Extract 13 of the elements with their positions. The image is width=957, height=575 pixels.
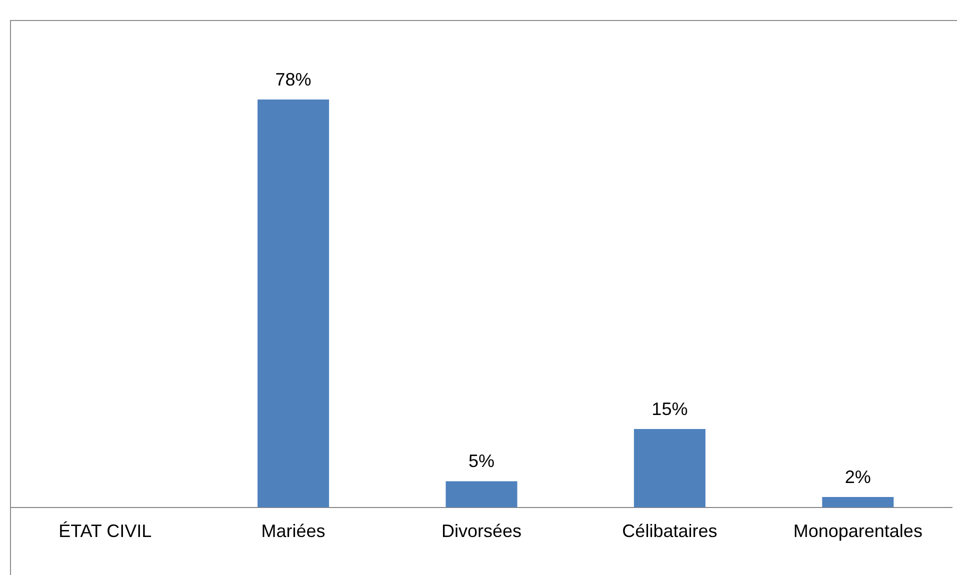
x-tick-label: Monoparentales <box>793 521 922 542</box>
x-tick-label: Mariées <box>261 521 326 542</box>
bar <box>822 496 894 508</box>
bar <box>634 428 706 508</box>
data-label: 78% <box>275 69 312 90</box>
bar <box>258 99 330 508</box>
data-label: 5% <box>468 451 495 472</box>
x-tick-label: Célibataires <box>622 521 718 542</box>
data-label: 2% <box>844 466 871 487</box>
x-tick-label: ÉTAT CIVIL <box>58 521 152 542</box>
data-label: 15% <box>652 398 688 419</box>
bar <box>446 481 518 508</box>
x-tick-label: Divorsées <box>441 521 522 542</box>
